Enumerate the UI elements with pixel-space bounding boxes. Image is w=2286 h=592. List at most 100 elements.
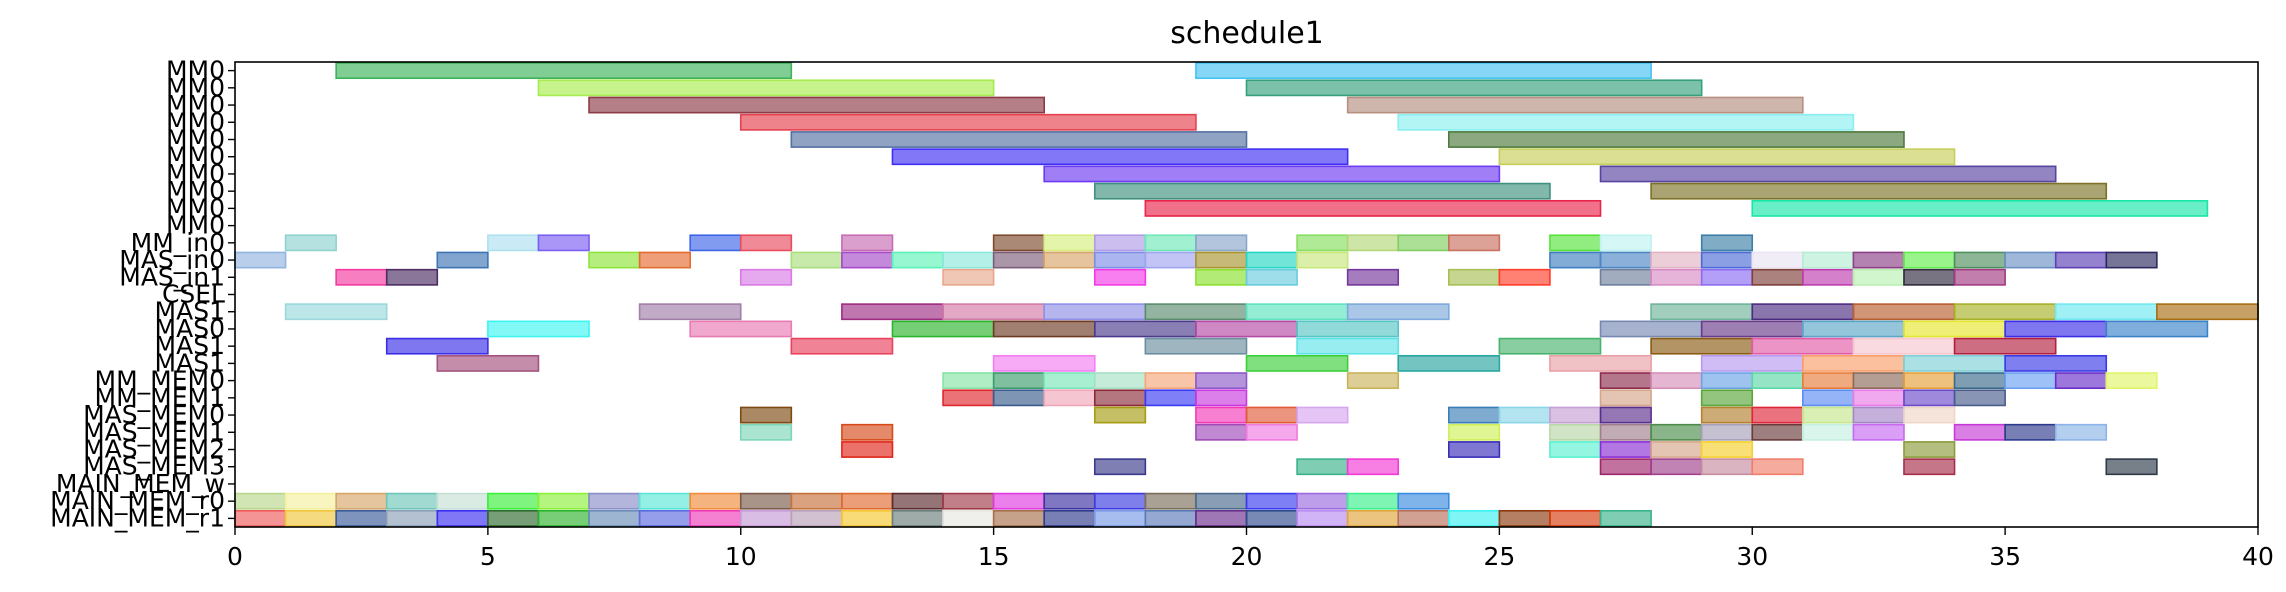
task-bar [739,234,793,252]
task-bar [1650,251,1703,269]
task-bar [385,337,489,355]
task-bar [1346,268,1400,286]
y-tick-label: MAS1 [155,331,225,360]
task-bar [1448,423,1501,441]
x-tick-label: 20 [1231,542,1263,571]
x-tick-label: 0 [227,542,243,571]
task-bar [1296,406,1349,424]
task-bar [1448,268,1501,286]
task-bar [841,509,894,527]
task-bar [1903,389,1956,407]
task-bar [1245,251,1298,269]
task-bar [1346,509,1400,527]
task-bar [1448,406,1501,424]
task-bar [1700,320,1804,338]
task-bar [2004,320,2108,338]
task-bar [1802,268,1855,286]
task-bar [1852,406,1905,424]
task-bar [1751,268,1804,286]
task-bar [1448,509,1501,527]
task-bar [638,509,691,527]
task-bar [942,389,995,407]
task-bar [2054,372,2108,390]
task-bar [1296,234,1349,252]
task-bar [1852,372,1905,390]
task-bar [1903,354,2006,372]
task-bar [1448,441,1501,458]
x-tick-label: 10 [725,542,757,571]
plot-frame [234,61,2259,528]
task-bar [1599,320,1703,338]
y-tick-label: MAS1 [155,348,225,377]
task-bar [1802,251,1855,269]
task-bar [1093,320,1197,338]
task-bar [992,354,1096,372]
task-bar [1043,251,1096,269]
task-bar [841,303,944,321]
task-bar [1245,509,1298,527]
y-axis: MM0MM0MM0MM0MM0MM0MM0MM0MM0MM0MM_in0MAS_… [50,56,235,532]
task-bar [1498,406,1551,424]
task-bar [588,251,641,269]
bars-layer [234,62,2259,527]
task-bar [841,423,894,441]
task-bar [841,441,894,458]
task-bar [487,234,540,252]
task-bar [1549,354,1652,372]
y-tick-label: CSEL [162,280,225,309]
chart-title: schedule1 [1170,16,1324,51]
task-bar [2105,251,2158,269]
task-bar [284,492,337,510]
task-bar [1549,234,1602,252]
task-bar [1852,251,1905,269]
task-bar [1751,406,1804,424]
task-bar [992,251,1046,269]
task-bar [790,492,843,510]
task-bar [1093,509,1147,527]
task-bar [1650,372,1703,390]
task-bar [1346,458,1400,476]
task-bar [335,268,388,286]
task-bar [234,251,287,269]
task-bar [1549,406,1602,424]
task-bar [1498,509,1551,527]
task-bar [537,234,590,252]
task-bar [790,131,1248,148]
task-bar [1700,406,1754,424]
task-bar [1650,337,1754,355]
task-bar [1599,458,1652,476]
y-tick-label: MAS_MEM1 [83,417,225,446]
task-bar [1700,251,1754,269]
task-bar [284,509,337,527]
task-bar [1751,423,1804,441]
task-bar [1751,251,1804,269]
task-bar [1549,251,1602,269]
task-bar [841,492,894,510]
task-bar [638,303,742,321]
task-bar [1802,389,1855,407]
task-bar [942,372,995,390]
task-bar [1903,268,1956,286]
task-bar [1144,303,1248,321]
task-bar [1650,268,1703,286]
task-bar [1599,509,1652,527]
task-bar [1346,96,1804,114]
task-bar [1448,234,1501,252]
task-bar [1700,268,1754,286]
task-bar [284,234,337,252]
task-bar [2105,372,2158,390]
y-tick-label: MM0 [166,159,225,188]
y-tick-label: MAS0 [155,314,225,343]
task-bar [1144,389,1197,407]
x-tick-label: 15 [978,542,1010,571]
task-bar [689,234,742,252]
task-bar [1903,251,1956,269]
task-bar [1599,251,1652,269]
task-bar [1903,406,1956,424]
task-bar [385,509,439,527]
task-bar [1700,354,1804,372]
y-tick-label: MAS_MEM0 [83,400,225,429]
x-tick-label: 35 [1989,542,2021,571]
task-bar [1599,406,1652,424]
task-bar [2004,423,2057,441]
